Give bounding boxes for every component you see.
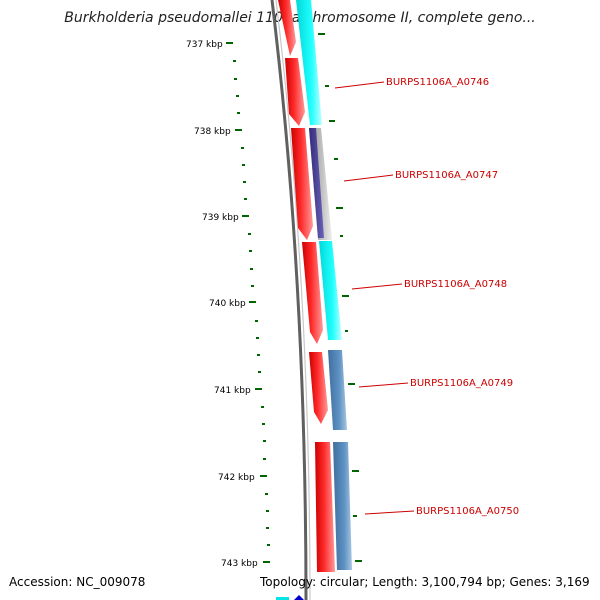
tick-label-742: 742 kbp	[218, 473, 255, 483]
blast-hit[interactable]	[309, 128, 324, 238]
accession-text: Accession: NC_009078	[9, 575, 146, 589]
blast-hit[interactable]	[319, 241, 342, 340]
cds-track	[278, 0, 335, 572]
gene-label-a0750[interactable]: BURPS1106A_A0750	[416, 506, 519, 517]
gene-label-a0747[interactable]: BURPS1106A_A0747	[395, 170, 498, 181]
blast-hit-track	[296, 0, 352, 570]
cds-feature-partial[interactable]	[276, 597, 289, 600]
cds-feature[interactable]	[302, 242, 323, 344]
ruler-ticks	[226, 42, 270, 563]
gene-label-a0748[interactable]: BURPS1106A_A0748	[404, 279, 507, 290]
blast-hit[interactable]	[296, 0, 322, 125]
topology-text: Topology: circular; Length: 3,100,794 bp…	[260, 575, 590, 589]
tick-label-738: 738 kbp	[194, 127, 231, 137]
tick-label-739: 739 kbp	[202, 213, 239, 223]
gc-ticks	[318, 33, 362, 562]
cds-feature[interactable]	[278, 0, 296, 56]
backbone-outer	[270, 0, 308, 600]
gene-leaders	[334, 81, 415, 515]
cds-feature[interactable]	[285, 58, 305, 126]
tick-label-741: 741 kbp	[214, 386, 251, 396]
blast-hit-partial[interactable]	[294, 595, 304, 600]
gene-label-a0746[interactable]: BURPS1106A_A0746	[386, 77, 489, 88]
cds-feature[interactable]	[309, 352, 328, 424]
tick-label-737: 737 kbp	[186, 40, 223, 50]
tick-label-743: 743 kbp	[221, 559, 258, 569]
cds-feature[interactable]	[291, 128, 313, 240]
blast-hit[interactable]	[333, 442, 352, 570]
blast-hit[interactable]	[328, 350, 347, 430]
backbone-inner	[275, 0, 311, 600]
cds-feature[interactable]	[315, 442, 335, 572]
gene-label-a0749[interactable]: BURPS1106A_A0749	[410, 378, 513, 389]
tick-label-740: 740 kbp	[209, 299, 246, 309]
